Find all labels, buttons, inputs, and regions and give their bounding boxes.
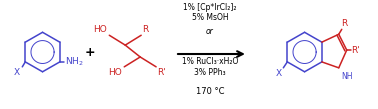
Text: +: + (85, 46, 96, 59)
Text: X: X (14, 68, 20, 77)
Text: R: R (142, 25, 149, 34)
Text: or: or (206, 27, 214, 36)
Text: 3% PPh₃: 3% PPh₃ (194, 68, 226, 77)
Text: HO: HO (108, 68, 122, 77)
Text: NH: NH (341, 72, 352, 81)
Text: X: X (276, 69, 282, 78)
Text: HO: HO (93, 25, 107, 34)
Text: 1% RuCl₃·xH₂O: 1% RuCl₃·xH₂O (182, 57, 238, 66)
Text: 5% MsOH: 5% MsOH (192, 13, 228, 22)
Text: 1% [Cp*IrCl₂]₂: 1% [Cp*IrCl₂]₂ (183, 3, 237, 12)
Text: R': R' (351, 46, 359, 55)
Text: R: R (341, 19, 347, 28)
Text: R': R' (157, 68, 166, 77)
Text: 170 °C: 170 °C (196, 87, 224, 96)
Text: NH$_2$: NH$_2$ (65, 56, 84, 68)
